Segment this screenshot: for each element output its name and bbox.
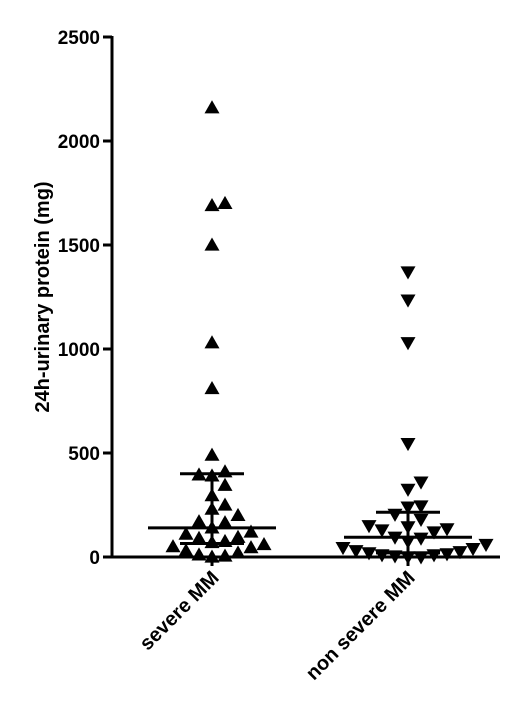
data-point <box>452 546 468 560</box>
x-tick-label: non severe MM <box>302 567 420 685</box>
data-point <box>230 507 246 522</box>
series-severe-mm <box>148 100 276 563</box>
data-point <box>217 195 233 210</box>
data-point <box>478 538 494 553</box>
data-point <box>400 501 416 515</box>
data-point <box>217 548 233 562</box>
data-point <box>361 547 377 561</box>
data-point <box>204 335 220 349</box>
data-point <box>243 524 259 538</box>
data-point <box>335 542 351 556</box>
data-point <box>465 543 481 557</box>
data-point <box>217 477 233 491</box>
data-point <box>204 447 220 461</box>
data-series <box>148 100 494 565</box>
data-point <box>217 464 233 478</box>
data-point <box>400 483 416 497</box>
data-point <box>400 266 416 280</box>
y-tick-label: 1000 <box>58 340 100 361</box>
data-point <box>230 529 246 543</box>
data-point <box>191 530 207 544</box>
data-point <box>426 526 442 540</box>
data-point <box>413 551 429 565</box>
data-point <box>413 513 429 528</box>
data-point <box>191 547 207 561</box>
data-point <box>439 548 455 562</box>
data-point <box>413 476 429 490</box>
y-axis: 0 500 1000 1500 2000 2500 <box>58 28 114 569</box>
data-point <box>178 526 194 540</box>
data-point <box>361 520 377 534</box>
data-point <box>400 551 416 565</box>
data-point <box>374 524 390 538</box>
data-point <box>400 337 416 351</box>
data-point <box>400 294 416 308</box>
x-tick-label: severe MM <box>136 567 224 655</box>
data-point <box>204 381 220 395</box>
data-point <box>256 537 272 551</box>
data-point <box>243 540 259 554</box>
data-point <box>191 514 207 528</box>
x-axis: severe MM non severe MM <box>111 555 500 685</box>
data-point <box>400 438 416 452</box>
data-point <box>178 543 194 557</box>
y-tick-label: 1500 <box>58 236 100 257</box>
data-point <box>217 533 233 548</box>
data-point <box>217 515 233 529</box>
y-tick-label: 2500 <box>58 28 100 49</box>
data-point <box>413 500 429 514</box>
data-point <box>413 532 429 546</box>
data-point <box>439 523 455 537</box>
data-point <box>230 545 246 559</box>
data-point <box>165 539 181 553</box>
series-non-severe-mm <box>335 266 494 565</box>
data-point <box>204 100 220 114</box>
y-tick-label: 0 <box>89 548 100 569</box>
data-point <box>204 549 220 563</box>
data-point <box>204 197 220 212</box>
data-point <box>348 545 364 559</box>
y-tick-label: 2000 <box>58 132 100 153</box>
data-point <box>204 237 220 251</box>
y-axis-label: 24h-urinary protein (mg) <box>32 181 54 412</box>
y-tick-label: 500 <box>68 444 100 465</box>
data-point <box>217 497 233 511</box>
data-point <box>387 508 403 522</box>
